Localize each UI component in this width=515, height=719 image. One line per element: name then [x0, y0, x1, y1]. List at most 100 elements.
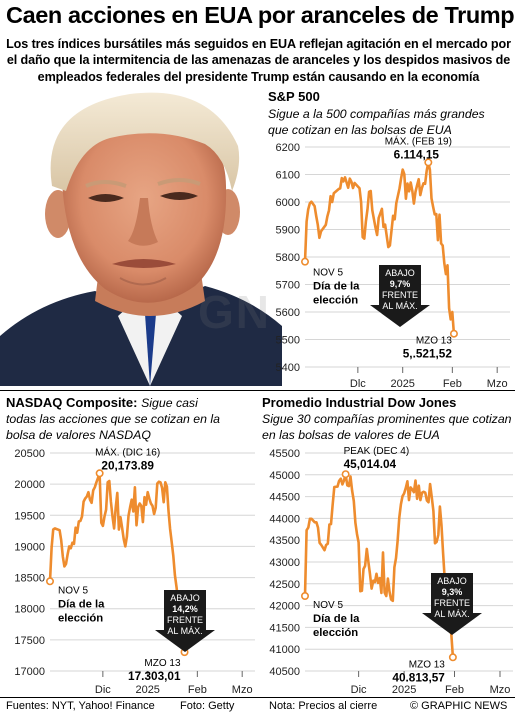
y-tick-label: 45500: [269, 448, 300, 460]
y-tick-label: 20500: [14, 448, 45, 460]
x-tick-label: Dlc: [350, 378, 366, 390]
start-label: NOV 5: [313, 268, 343, 279]
down-arrow-icon: [155, 590, 215, 652]
y-tick-label: 45000: [269, 470, 300, 482]
start-event-label-cont: elección: [313, 627, 358, 639]
max-label: MÁX. (FEB 19): [385, 134, 452, 147]
x-tick-label: Mzo: [232, 684, 253, 696]
y-tick-label: 41500: [269, 622, 300, 634]
sp500-chart: 5400 5500 5600 5700 5800 5900 6000 6100 6200 Dlc 2…: [276, 134, 510, 390]
y-tick-label: 5600: [276, 307, 300, 319]
y-tick-label: 6000: [276, 197, 300, 209]
series-line: [303, 472, 455, 659]
y-tick-label: 43500: [269, 535, 300, 547]
nasdaq-description: todas las acciones que se cotizan en la …: [6, 412, 220, 442]
x-tick-label: 2025: [392, 684, 416, 696]
series-line: [303, 161, 456, 335]
arrow-label: FRENTE: [434, 598, 470, 608]
dow-description: Sigue 30 compañías prominentes que cotiz…: [262, 412, 512, 442]
y-tick-label: 41000: [269, 644, 300, 656]
dow-title: Promedio Industrial Dow Jones: [262, 395, 457, 410]
start-point-marker: [300, 592, 309, 601]
y-tick-label: 42000: [269, 601, 300, 613]
max-value: 6.114,15: [394, 147, 440, 161]
end-label: MZO 13: [409, 659, 446, 670]
start-point-marker: [300, 257, 309, 266]
arrow-percent: 9,3%: [442, 587, 463, 597]
max-label: PEAK (DEC 4): [344, 446, 410, 457]
max-label: MÁX. (DIC 16): [95, 445, 160, 458]
footer-sources: Fuentes: NYT, Yahoo! Finance: [6, 700, 155, 712]
end-label: MZO 13: [144, 658, 181, 669]
footer-photo-credit: Foto: Getty: [180, 700, 235, 712]
arrow-label: ABAJO: [437, 576, 467, 586]
start-point-marker: [45, 577, 54, 586]
x-tick-label: Feb: [188, 684, 207, 696]
x-tick-label: Mzo: [490, 684, 511, 696]
series-line: [48, 472, 186, 654]
y-tick-label: 5400: [276, 362, 300, 374]
y-tick-label: 6100: [276, 170, 300, 182]
footer-note: Nota: Precios al cierre: [269, 700, 378, 712]
x-tick-label: Mzo: [487, 378, 508, 390]
nasdaq-title: NASDAQ Composite: Sigue casi: [6, 395, 256, 411]
x-tick-label: Dic: [351, 684, 367, 696]
watermark-logo: GN: [198, 286, 271, 338]
nasdaq-description-inline: Sigue casi: [141, 396, 198, 410]
footer-credit: © GRAPHIC NEWS: [410, 700, 508, 712]
x-tick-label: Feb: [445, 684, 464, 696]
y-tick-label: 5800: [276, 252, 300, 264]
arrow-percent: 9,7%: [390, 279, 411, 289]
end-value: 5,.521,52: [403, 347, 453, 361]
nasdaq-title-text: NASDAQ Composite:: [6, 395, 138, 410]
y-tick-label: 5500: [276, 335, 300, 347]
start-event-label-cont: elección: [58, 612, 103, 624]
y-tick-label: 42500: [269, 579, 300, 591]
page-subtitle: Los tres índices bursátiles más seguidos…: [6, 37, 511, 84]
nasdaq-chart: 17000 17500 18000 18500 19000 19500 20000 20500…: [14, 445, 255, 696]
arrow-label: AL MÁX.: [382, 301, 417, 311]
start-label: NOV 5: [313, 600, 343, 611]
y-tick-label: 40500: [269, 666, 300, 678]
max-point-marker: [95, 469, 104, 478]
y-tick-label: 19500: [14, 510, 45, 522]
arrow-label: AL MÁX.: [167, 626, 202, 636]
arrow-label: ABAJO: [170, 593, 200, 603]
arrow-label: ABAJO: [385, 268, 415, 278]
arrow-label: AL MÁX.: [434, 609, 469, 619]
sp500-title: S&P 500: [268, 89, 320, 104]
footer-divider: [0, 697, 515, 698]
max-value: 20,173.89: [101, 458, 154, 472]
dow-chart: 40500 41000 41500 42000 42500 43000 43500 44000…: [269, 446, 513, 696]
max-point-marker: [341, 470, 350, 479]
end-value: 40.813,57: [392, 670, 445, 684]
y-tick-label: 18000: [14, 604, 45, 616]
start-event-label: Día de la: [58, 598, 105, 610]
y-tick-label: 17000: [14, 666, 45, 678]
arrow-label: FRENTE: [382, 290, 418, 300]
start-event-label-cont: elección: [313, 295, 358, 307]
y-tick-label: 5700: [276, 280, 300, 292]
start-event-label: Día de la: [313, 281, 360, 293]
section-divider: [0, 390, 515, 391]
y-tick-label: 18500: [14, 573, 45, 585]
page-title: Caen acciones en EUA por aranceles de Tr…: [6, 2, 515, 28]
down-arrow-icon: [422, 573, 482, 635]
x-tick-label: 2025: [135, 684, 159, 696]
x-tick-label: 2025: [390, 378, 414, 390]
y-tick-label: 19000: [14, 541, 45, 553]
end-point-marker: [448, 653, 457, 662]
y-tick-label: 6200: [276, 142, 300, 154]
max-value: 45,014.04: [344, 457, 397, 471]
end-value: 17.303,01: [128, 669, 181, 683]
end-label: MZO 13: [416, 336, 453, 347]
y-tick-label: 44000: [269, 513, 300, 525]
x-tick-label: Feb: [443, 378, 462, 390]
y-tick-label: 5900: [276, 225, 300, 237]
end-point-marker: [449, 329, 458, 338]
start-label: NOV 5: [58, 585, 88, 596]
arrow-label: FRENTE: [167, 615, 203, 625]
portrait-photo: [0, 86, 282, 386]
x-tick-label: Dic: [95, 684, 111, 696]
y-tick-label: 44500: [269, 492, 300, 504]
